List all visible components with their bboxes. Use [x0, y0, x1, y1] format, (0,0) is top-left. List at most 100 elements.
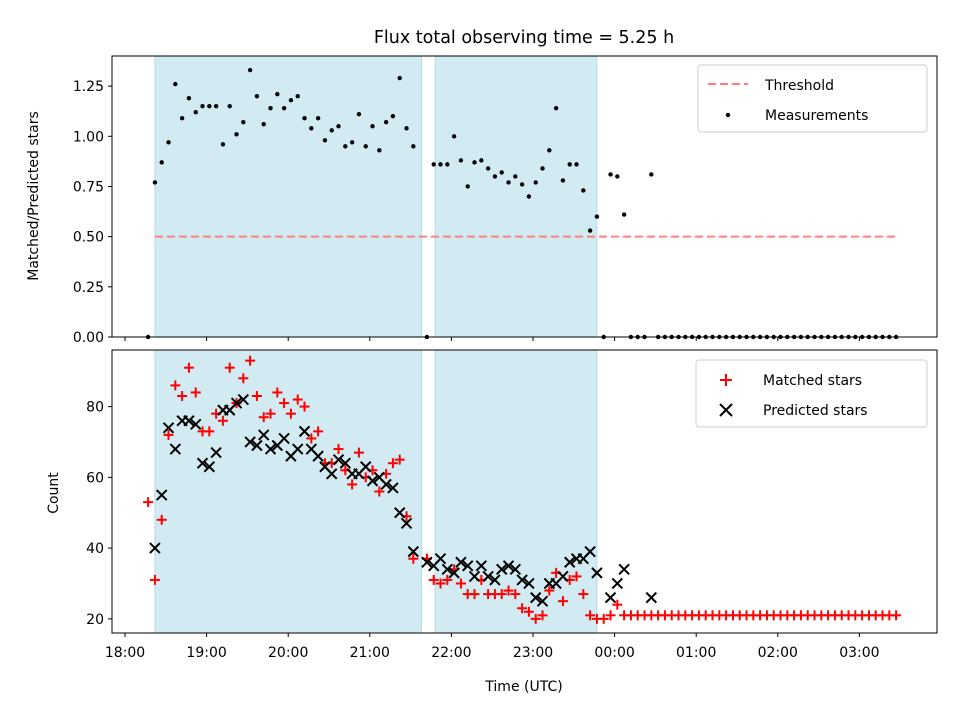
predicted-star-point: [298, 425, 311, 438]
matched-star-point: [523, 606, 534, 617]
measurement-point: [356, 112, 362, 117]
predicted-star-point: [292, 443, 304, 455]
matched-star-point: [265, 408, 276, 419]
predicted-star-point: [468, 570, 481, 583]
matched-star-point: [455, 578, 466, 589]
matched-star-point: [279, 398, 290, 409]
measurement-point: [159, 160, 164, 165]
measurement-point: [295, 93, 300, 99]
matched-stars-points: [143, 355, 902, 624]
top-y-axis: 0.00 0.25 0.50 0.75 1.00 1.25: [73, 79, 112, 346]
predicted-star-point: [278, 432, 290, 445]
matched-star-point: [442, 574, 453, 585]
bottom-y-tick-label: 80: [86, 400, 104, 416]
x-tick-label: 03:00: [839, 645, 879, 661]
bottom-y-tick-label: 20: [86, 612, 104, 628]
measurement-point: [200, 103, 205, 109]
measurement-point: [506, 180, 511, 185]
predicted-stars-points: [149, 393, 658, 607]
matched-star-point: [217, 415, 228, 426]
predicted-star-point: [441, 563, 454, 576]
observing-interval-shade: [434, 349, 598, 634]
measurement-point: [451, 134, 457, 139]
measurement-point: [594, 214, 600, 219]
matched-star-point: [428, 574, 439, 585]
matched-star-point: [387, 458, 398, 469]
y-axis-label-top: Matched/Predicted stars: [26, 111, 42, 281]
bottom-legend-box: [695, 359, 928, 428]
top-y-tick-label: 0.00: [73, 330, 104, 346]
predicted-star-point: [475, 560, 488, 572]
matched-star-point: [408, 553, 419, 564]
measurement-point: [179, 116, 185, 121]
top-legend: Threshold Measurements: [697, 64, 928, 133]
measurement-point: [472, 160, 477, 165]
measurement-point: [254, 93, 260, 99]
measurement-point: [241, 120, 246, 125]
measurement-point: [309, 126, 314, 131]
measurement-point: [193, 110, 198, 115]
measurement-point: [553, 105, 559, 111]
measurement-point: [377, 148, 382, 153]
y-axis-label-bottom: Count: [46, 472, 62, 514]
measurement-point: [499, 170, 504, 175]
top-y-tick-label: 0.50: [73, 230, 104, 246]
matched-star-point: [469, 589, 480, 600]
legend-matched-swatch: [720, 374, 732, 386]
predicted-star-point: [149, 542, 161, 554]
measurement-point: [492, 174, 498, 179]
x-tick-label: 22:00: [431, 645, 471, 661]
predicted-star-point: [203, 461, 216, 473]
measurement-point: [540, 166, 545, 171]
matched-star-point: [510, 589, 521, 600]
measurement-point: [152, 180, 158, 185]
measurement-point: [479, 158, 484, 163]
predicted-star-point: [196, 457, 209, 469]
measurement-point: [281, 105, 287, 111]
predicted-star-point: [591, 567, 603, 579]
predicted-star-point: [169, 443, 182, 455]
matched-star-point: [503, 585, 514, 596]
predicted-star-point: [489, 574, 501, 586]
predicted-star-point: [339, 457, 352, 469]
measurement-point: [567, 162, 572, 167]
predicted-star-point: [530, 591, 542, 604]
predicted-star-point: [258, 429, 270, 441]
predicted-star-point: [407, 545, 420, 558]
top-shaded-intervals: [154, 55, 598, 338]
measurement-point: [615, 174, 620, 179]
x-tick-label: 02:00: [758, 645, 798, 661]
legend-measurements-label: Measurements: [765, 108, 868, 124]
measurement-point: [336, 124, 341, 129]
top-y-tick-label: 1.25: [73, 79, 104, 95]
matched-star-point: [557, 596, 568, 607]
measurement-point: [526, 194, 532, 199]
measurement-point: [431, 162, 436, 167]
predicted-star-point: [210, 446, 222, 459]
predicted-star-point: [448, 567, 460, 579]
measurement-point: [560, 178, 566, 183]
matched-star-point: [156, 514, 167, 525]
predicted-star-point: [400, 517, 413, 530]
measurement-point: [513, 174, 518, 179]
measurement-point: [411, 144, 416, 149]
measurement-point: [315, 116, 321, 121]
matched-star-point: [891, 610, 902, 621]
predicted-star-point: [264, 443, 277, 455]
matched-star-point: [272, 387, 283, 398]
measurement-point: [186, 95, 192, 101]
x-tick-label: 00:00: [594, 645, 634, 661]
predicted-star-point: [156, 489, 168, 501]
matched-star-point: [612, 599, 623, 610]
matched-star-point: [347, 479, 358, 490]
predicted-star-point: [564, 556, 576, 568]
matched-star-point: [306, 433, 317, 444]
bottom-axes-frame: [111, 349, 938, 634]
measurement-point: [261, 122, 266, 127]
matched-star-point: [224, 362, 235, 373]
measurement-point: [383, 120, 389, 125]
matched-star-point: [163, 429, 174, 440]
matched-star-point: [149, 574, 160, 585]
matched-star-point: [333, 444, 344, 455]
measurement-point: [485, 166, 491, 171]
